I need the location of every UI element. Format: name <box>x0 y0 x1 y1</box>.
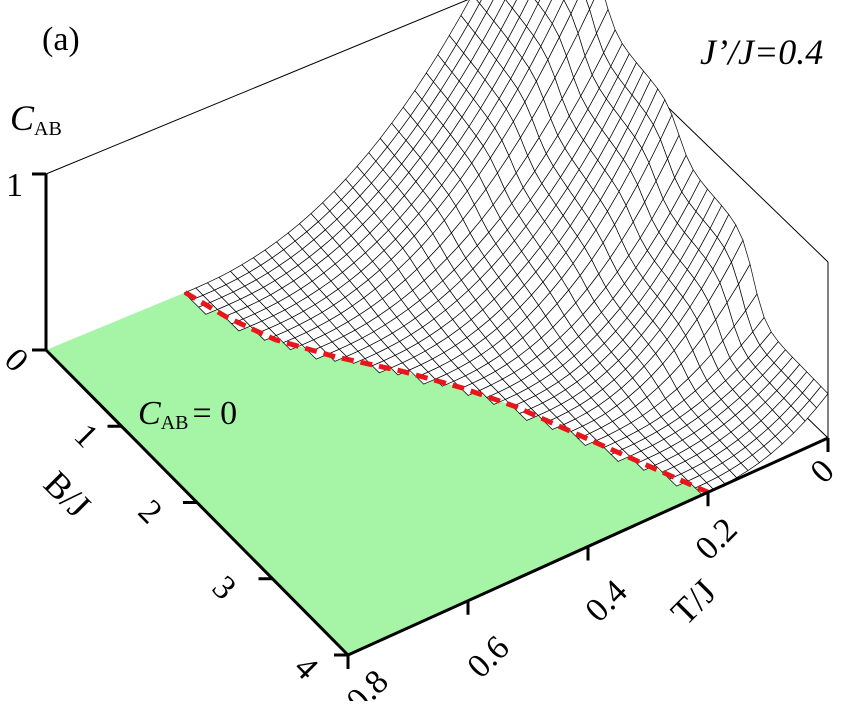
surface-mesh <box>183 0 829 496</box>
z-axis-title: CAB <box>10 98 62 140</box>
t-axis-title: T/J <box>663 572 724 633</box>
panel-label: (a) <box>42 21 80 58</box>
zero-region <box>46 292 708 655</box>
zero-region-label-sub: AB <box>161 412 189 434</box>
z-tick-label-1: 1 <box>6 167 23 204</box>
z-axis-title-main: C <box>10 98 35 138</box>
zero-region-label: CAB = 0 <box>138 395 237 434</box>
b-axis-title: B/J <box>36 463 98 525</box>
zero-region-label-rest: = 0 <box>192 395 237 432</box>
boundary-curve <box>183 290 710 495</box>
z-tick-label-0: 0 <box>0 341 35 379</box>
t-tick-label-0.2: 0.2 <box>688 511 744 567</box>
b-tick-label-4: 4 <box>287 649 325 687</box>
tick-marks <box>32 172 830 669</box>
t-tick-label-0.4: 0.4 <box>578 573 634 629</box>
t-tick-label-0: 0 <box>803 452 841 490</box>
t-tick-label-0.6: 0.6 <box>460 629 516 685</box>
parameter-label: J’/J=0.4 <box>700 32 823 72</box>
z-axis-title-sub: AB <box>34 118 62 140</box>
b-tick-label-2: 2 <box>131 493 169 531</box>
zero-region-label-main: C <box>138 395 161 432</box>
b-tick-label-1: 1 <box>67 417 105 455</box>
box-edge-back-0 <box>45 0 469 175</box>
b-tick-label-3: 3 <box>205 569 243 607</box>
